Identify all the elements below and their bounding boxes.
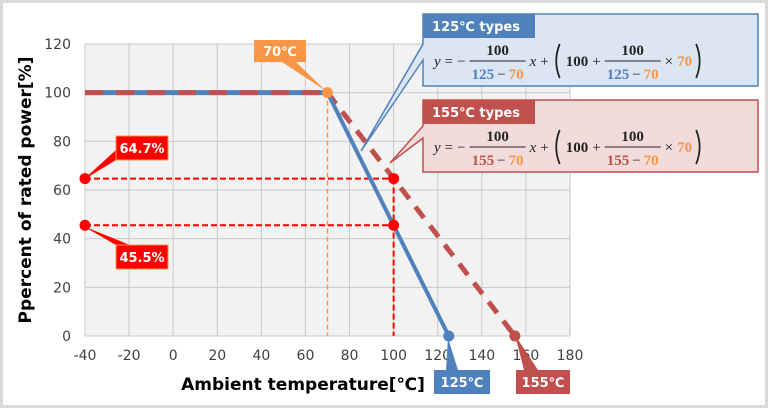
series-125-slope (325, 91, 451, 337)
eq-numerator: 100 (486, 43, 509, 59)
value-125-callout: 45.5% (83, 226, 169, 270)
tick-labels: -40-200204060801001201401601800204060801… (44, 37, 583, 364)
end-155-point (509, 330, 521, 342)
x-tick-label: 0 (169, 348, 178, 364)
series-lines (85, 90, 517, 338)
x-tick-label: -40 (74, 348, 97, 364)
x-tick-label: 80 (341, 348, 359, 364)
close-paren (695, 129, 701, 165)
equation-155-title: 155℃ types (432, 106, 520, 121)
y-tick-label: 40 (53, 232, 71, 248)
end-125-label: 125℃ (441, 376, 484, 391)
eq-denominator-temp-2: 155 (607, 153, 630, 169)
guide-lines (85, 92, 395, 336)
x-tick-label: 60 (297, 348, 315, 364)
y-tick-label: 120 (44, 37, 71, 53)
value-155-label: 64.7% (119, 142, 164, 157)
end-125-callout: 125℃ (434, 338, 490, 394)
x-tick-label: 180 (557, 348, 584, 364)
y-tick-label: 0 (62, 329, 71, 345)
eq-constant: 100 (566, 54, 589, 70)
eq-denominator-minus-2: − (632, 153, 640, 169)
eq-x: x (529, 140, 537, 156)
x-tick-label: 120 (424, 348, 451, 364)
x-tick-label: 20 (208, 348, 226, 364)
eq-y: y (432, 54, 441, 70)
eq-y: y (432, 140, 441, 156)
eq-denominator-minus-2: − (632, 67, 640, 83)
eq-constant: 100 (566, 140, 589, 156)
x-tick-label: 40 (252, 348, 270, 364)
y-axis-label: Ppercent of rated power[%] (16, 57, 36, 324)
eq-minus: − (457, 140, 465, 156)
eq-plus: + (540, 54, 548, 70)
close-paren (695, 43, 701, 79)
eq-denominator-knee-2: 70 (644, 153, 659, 169)
equation-125-title: 125℃ types (432, 20, 520, 35)
eq-minus: − (457, 54, 465, 70)
eq-times: × (665, 140, 673, 156)
eq-numerator-2: 100 (621, 129, 644, 145)
eq-plus-2: + (592, 54, 600, 70)
eq-plus-2: + (592, 140, 600, 156)
open-paren (555, 129, 561, 165)
eq-knee: 70 (677, 140, 692, 156)
y-tick-label: 20 (53, 280, 71, 296)
y-tick-label: 80 (53, 134, 71, 150)
eq-denominator-knee: 70 (509, 67, 524, 83)
eq-times: × (665, 54, 673, 70)
knee-label: 70℃ (263, 45, 297, 60)
x-tick-label: 140 (468, 348, 495, 364)
eq-denominator-minus: − (497, 67, 505, 83)
eq-denominator-knee-2: 70 (644, 67, 659, 83)
eq-x: x (529, 54, 537, 70)
knee-callout: 70℃ (254, 40, 326, 91)
eq-denominator-temp-2: 125 (607, 67, 630, 83)
value-155-callout: 64.7% (83, 135, 169, 180)
value-curve-point (388, 173, 400, 185)
value-125-label: 45.5% (119, 251, 164, 266)
eq-equals: = (445, 140, 453, 156)
eq-denominator-temp: 155 (472, 153, 495, 169)
end-125-point (443, 330, 455, 342)
end-155-callout: 155℃ (515, 335, 570, 394)
eq-knee: 70 (677, 54, 692, 70)
y-tick-label: 100 (44, 86, 71, 102)
series-155-slope (325, 91, 517, 338)
value-curve-point (388, 219, 400, 231)
eq-plus: + (540, 140, 548, 156)
x-tick-label: 100 (380, 348, 407, 364)
eq-denominator-knee: 70 (509, 153, 524, 169)
x-axis-label: Ambient temperature[℃] (181, 375, 425, 395)
eq-numerator: 100 (486, 129, 509, 145)
x-tick-label: -20 (118, 348, 141, 364)
eq-denominator-temp: 125 (472, 67, 495, 83)
eq-denominator-minus: − (497, 153, 505, 169)
y-tick-label: 60 (53, 183, 71, 199)
eq-equals: = (445, 54, 453, 70)
open-paren (555, 43, 561, 79)
eq-numerator-2: 100 (621, 43, 644, 59)
end-155-label: 155℃ (522, 376, 565, 391)
